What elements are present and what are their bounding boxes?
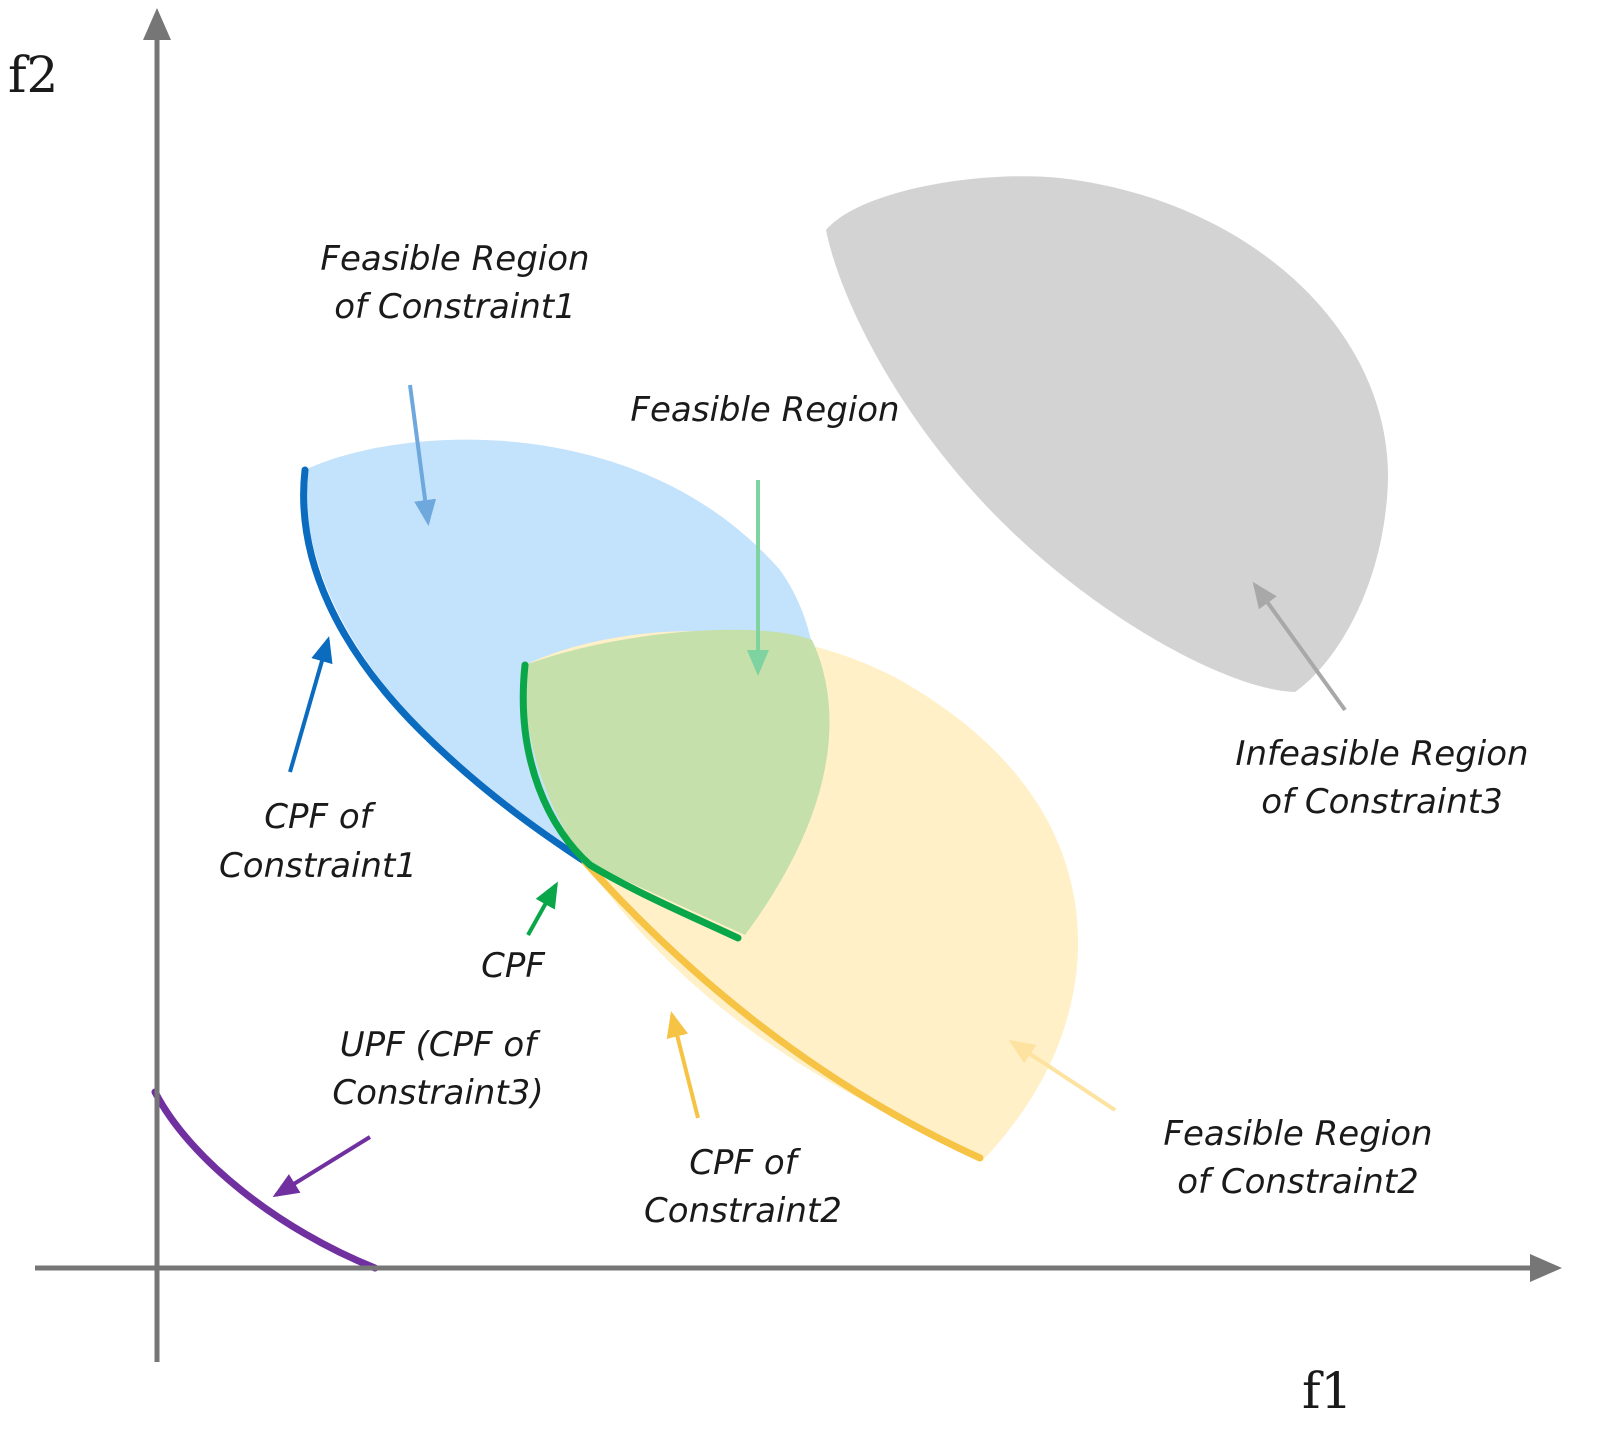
arrow-cpf <box>526 881 558 936</box>
upf-curve <box>151 1088 379 1272</box>
label-feasible-constraint2-line1: Feasible Region <box>1163 1114 1432 1154</box>
label-cpf-constraint1-line2: Constraint1 <box>219 846 417 886</box>
label-infeasible-constraint3-line1: Infeasible Region <box>1235 734 1528 774</box>
cpf-constraint2-curve <box>581 858 984 1162</box>
label-cpf: CPF <box>481 946 545 986</box>
arrow-feasible-constraint1 <box>408 384 437 526</box>
label-cpf-constraint2-line2: Constraint2 <box>644 1191 842 1231</box>
y-axis-label: f2 <box>8 46 58 104</box>
arrow-cpf-constraint2 <box>666 1011 700 1119</box>
arrow-infeasible-constraint3 <box>1252 581 1347 712</box>
label-upf-line1: UPF (CPF of <box>340 1025 541 1065</box>
feasible-region <box>524 629 830 935</box>
label-feasible-constraint2-line2: of Constraint2 <box>1177 1162 1419 1202</box>
label-cpf-constraint2-line1: CPF of <box>689 1143 801 1183</box>
label-cpf-constraint1-line1: CPF of <box>264 797 376 837</box>
label-infeasible-constraint3-line2: of Constraint3 <box>1261 782 1503 822</box>
label-feasible-constraint1-line2: of Constraint1 <box>334 287 576 327</box>
y-axis-arrowhead <box>143 8 171 40</box>
arrow-cpf-constraint1 <box>288 636 333 773</box>
x-axis-label: f1 <box>1302 1362 1352 1420</box>
label-upf-line2: Constraint3) <box>332 1073 543 1113</box>
label-feasible-region: Feasible Region <box>630 390 899 430</box>
cpf-curve <box>519 661 742 942</box>
arrow-upf <box>272 1135 372 1198</box>
arrow-feasible-constraint2 <box>1008 1039 1117 1112</box>
x-axis-arrowhead <box>1530 1254 1562 1282</box>
label-feasible-constraint1-line1: Feasible Region <box>320 239 589 279</box>
cpf-constraint1-curve <box>300 466 594 869</box>
infeasible-region-constraint3 <box>826 176 1389 692</box>
